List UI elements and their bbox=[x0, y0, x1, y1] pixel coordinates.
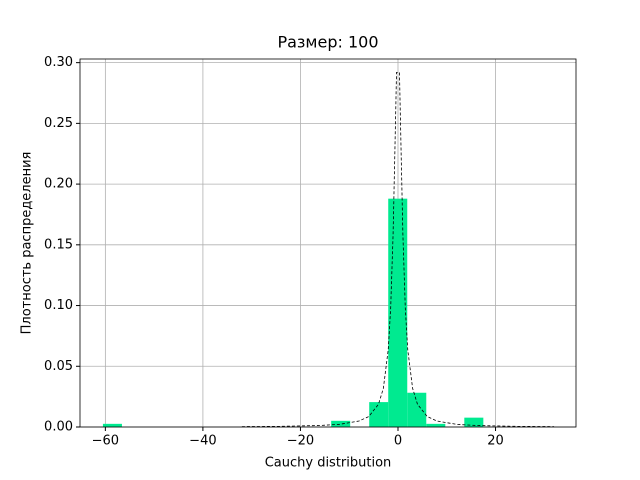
y-tick-label: 0.25 bbox=[44, 116, 73, 131]
histogram-bar bbox=[331, 420, 351, 427]
x-tick-label: 20 bbox=[487, 434, 504, 449]
chart-title: Размер: 100 bbox=[277, 33, 378, 52]
y-tick-label: 0.15 bbox=[44, 237, 73, 252]
histogram-bar bbox=[464, 417, 484, 427]
histogram-bar bbox=[407, 392, 427, 427]
y-tick-label: 0.05 bbox=[44, 359, 73, 374]
x-axis-label: Cauchy distribution bbox=[265, 456, 392, 471]
histogram-bar bbox=[102, 423, 122, 427]
y-tick-label: 0.10 bbox=[44, 298, 73, 313]
histogram-bar bbox=[369, 402, 389, 427]
y-tick-label: 0.00 bbox=[44, 420, 73, 435]
x-tick-label: −40 bbox=[189, 434, 216, 449]
x-tick-label: −60 bbox=[92, 434, 119, 449]
y-tick-label: 0.20 bbox=[44, 177, 73, 192]
x-tick-label: 0 bbox=[394, 434, 402, 449]
y-tick-label: 0.30 bbox=[44, 55, 73, 70]
histogram-bar bbox=[388, 198, 408, 427]
x-tick-label: −20 bbox=[287, 434, 314, 449]
plot-frame bbox=[79, 58, 577, 428]
histogram-bar bbox=[426, 423, 446, 427]
density-curve bbox=[241, 71, 555, 428]
y-axis-label: Плотность распределения bbox=[20, 152, 35, 335]
